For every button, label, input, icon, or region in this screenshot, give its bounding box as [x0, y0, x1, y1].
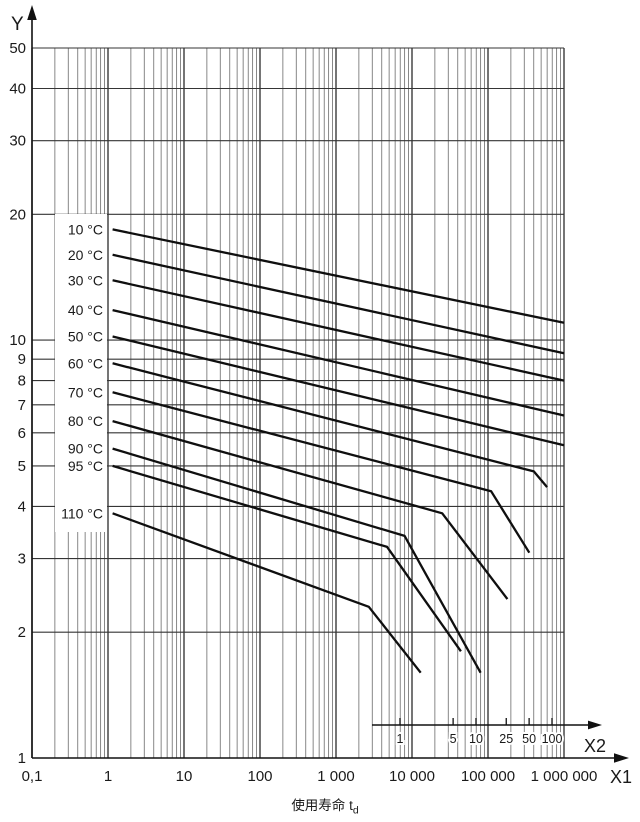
curve-label: 110 °C: [61, 505, 103, 521]
y-tick-label: 50: [9, 40, 26, 57]
x-tick-label: 0,1: [22, 768, 43, 785]
x-tick-label: 1 000 000: [531, 768, 598, 785]
curve-label: 95 °C: [68, 458, 103, 474]
curve-20c: [112, 253, 565, 355]
curve-30c: [112, 279, 565, 382]
x-tick-label: 100: [247, 768, 272, 785]
curve-70c: [112, 391, 531, 554]
x2-tick-label: 10: [469, 732, 483, 746]
y-tick-label: 1: [18, 750, 26, 767]
curve-80c: [112, 419, 509, 600]
y-tick-label: 7: [18, 397, 26, 414]
curve-40c: [112, 308, 565, 417]
curve-labels-layer: 10 °C 20 °C 30 °C 40 °C 50 °C 60 °C 70 °C 80 °C…: [61, 221, 103, 521]
x-tick-label: 1 000: [317, 768, 355, 785]
curve-label: 10 °C: [68, 221, 103, 237]
axes-layer: [27, 5, 629, 763]
curve-95c: [112, 464, 462, 652]
chart-caption-text: 使用寿命 t: [291, 797, 353, 813]
grid-layer: [31, 47, 565, 759]
x2-axis-arrow-icon: [588, 720, 602, 730]
curve-label: 80 °C: [68, 413, 103, 429]
y-tick-label: 20: [9, 206, 26, 223]
curve-label: 40 °C: [68, 302, 103, 318]
curve-90c: [112, 447, 482, 674]
y-tick-label: 3: [18, 551, 26, 568]
x2-axis-label: X2: [584, 736, 606, 756]
curve-label: 20 °C: [68, 247, 103, 263]
curve-10c: [112, 228, 565, 324]
x2-axis: 1 5 10 25 50 100: [372, 718, 602, 748]
chart-caption-subscript: d: [353, 805, 359, 817]
x1-axis-label: X1: [610, 767, 632, 787]
x2-tick-label: 50: [522, 732, 536, 746]
x2-tick-label: 25: [499, 732, 513, 746]
curve-label: 50 °C: [68, 329, 103, 345]
y-tick-label: 9: [18, 351, 26, 368]
curve-label: 30 °C: [68, 272, 103, 288]
curve-60c: [112, 362, 548, 488]
chart-caption: 使用寿命 td: [291, 797, 359, 817]
x2-tick-label: 1: [397, 732, 404, 746]
y-tick-label: 30: [9, 133, 26, 150]
curves-layer: [112, 228, 565, 674]
curve-110c: [112, 512, 422, 674]
y-tick-label: 40: [9, 80, 26, 97]
curve-label: 90 °C: [68, 441, 103, 457]
x2-tick-label: 5: [450, 732, 457, 746]
curve-label: 70 °C: [68, 384, 103, 400]
x-axis-arrow-icon: [614, 753, 629, 763]
y-tick-label: 5: [18, 458, 26, 475]
y-tick-label: 4: [18, 498, 26, 515]
x-tick-label: 1: [104, 768, 112, 785]
x-tick-label: 10: [176, 768, 193, 785]
x-tick-label: 10 000: [389, 768, 435, 785]
x-tick-label: 100 000: [461, 768, 515, 785]
x2-tick-label: 100: [542, 732, 563, 746]
curve-label-panel: [55, 214, 107, 532]
y-tick-label: 10: [9, 332, 26, 349]
curve-50c: [112, 335, 565, 447]
y-axis-arrow-icon: [27, 5, 37, 20]
y-tick-label: 6: [18, 425, 26, 442]
curve-label: 60 °C: [68, 355, 103, 371]
y-axis-label: Y: [11, 14, 24, 35]
y-tick-label: 8: [18, 373, 26, 390]
y-tick-label: 2: [18, 624, 26, 641]
